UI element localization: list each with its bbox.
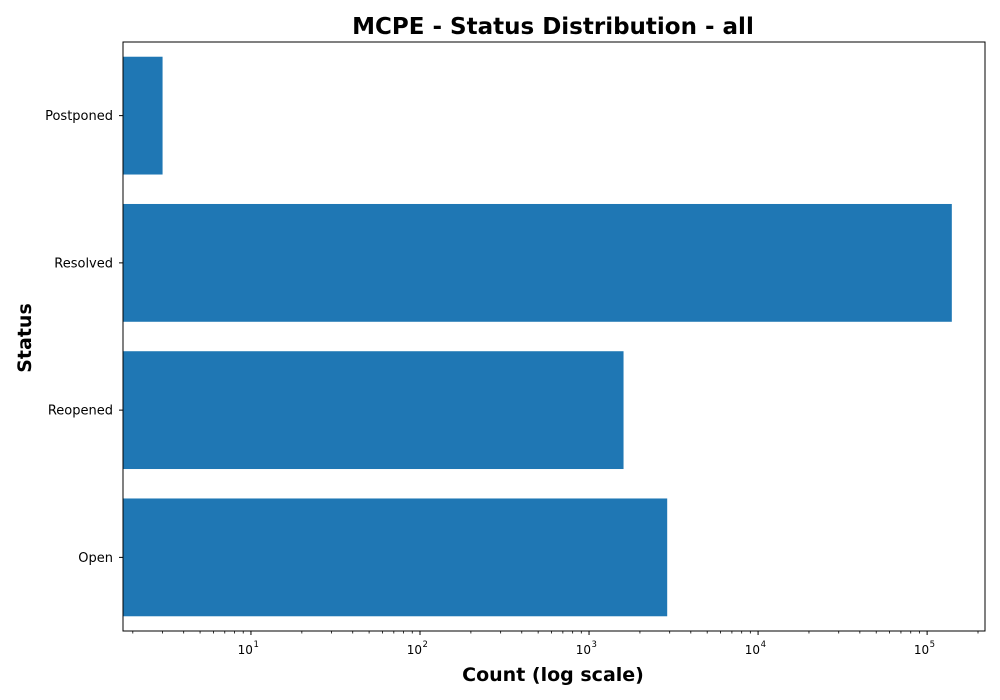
x-tick-label-base: 10 <box>238 643 253 657</box>
bar-reopened <box>123 351 624 470</box>
x-tick-label-base: 10 <box>745 643 760 657</box>
bar-postponed <box>123 56 163 175</box>
y-tick-label: Open <box>78 551 113 566</box>
x-tick-label: 10 3 <box>576 640 597 657</box>
plot-frame <box>122 41 986 632</box>
x-tick-label: 10 5 <box>914 640 935 657</box>
x-tick-label-base: 10 <box>914 643 929 657</box>
x-tick-label-exponent: 5 <box>930 640 935 650</box>
x-tick-label-exponent: 3 <box>592 640 597 650</box>
bar-open <box>123 498 668 617</box>
x-tick-label-exponent: 2 <box>422 640 427 650</box>
y-axis-label: Status <box>14 303 36 373</box>
x-tick-label-base: 10 <box>576 643 591 657</box>
x-tick-label-exponent: 1 <box>253 640 258 650</box>
x-tick-label-exponent: 4 <box>761 640 766 650</box>
chart-title: MCPE - Status Distribution - all <box>352 14 754 40</box>
bar-resolved <box>123 203 952 322</box>
y-axis: Open Reopened Resolved Postponed <box>45 109 123 566</box>
x-axis: 10 1 10 2 10 3 10 4 10 5 <box>132 631 979 657</box>
x-tick-label: 10 2 <box>407 640 428 657</box>
x-tick-label: 10 4 <box>745 640 766 657</box>
x-tick-label: 10 1 <box>238 640 259 657</box>
x-axis-label: Count (log scale) <box>462 664 644 686</box>
x-tick-label-base: 10 <box>407 643 422 657</box>
y-tick-label: Reopened <box>48 404 113 419</box>
y-tick-label: Resolved <box>54 256 113 271</box>
y-tick-label: Postponed <box>45 109 113 124</box>
bars-layer <box>123 56 952 617</box>
